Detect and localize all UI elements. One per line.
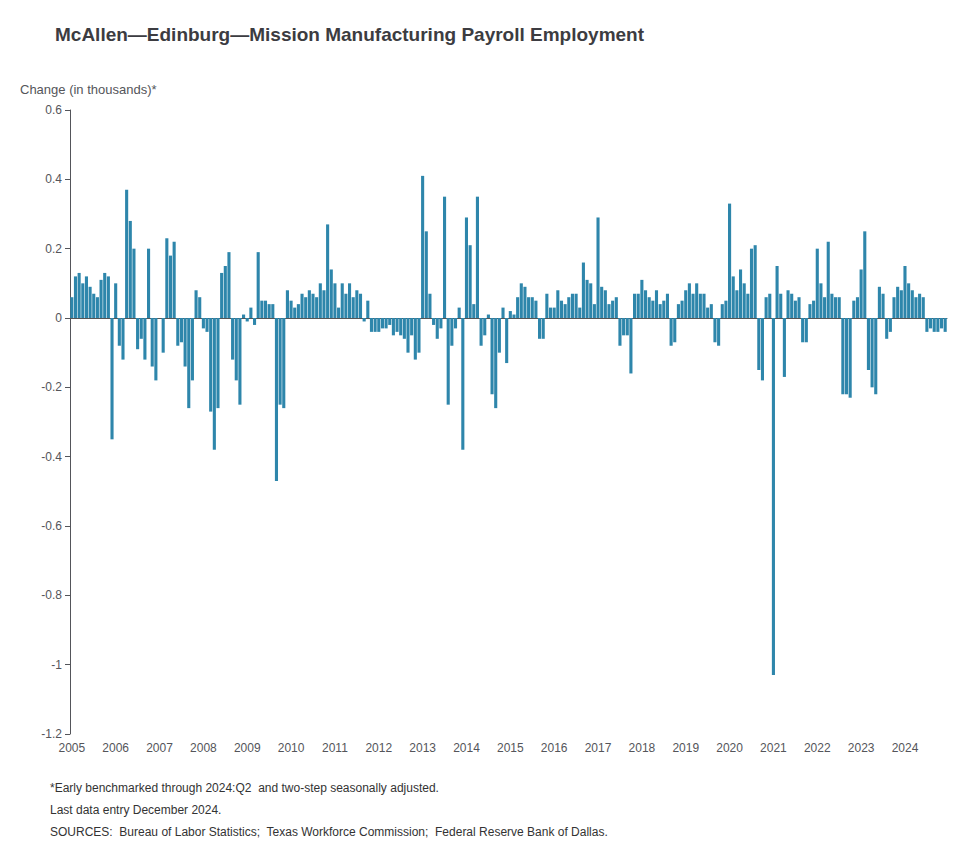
svg-text:Change (in thousands)*: Change (in thousands)* bbox=[20, 82, 157, 97]
svg-text:2022: 2022 bbox=[804, 741, 831, 755]
svg-text:-0.2: -0.2 bbox=[41, 380, 62, 394]
svg-text:2011: 2011 bbox=[322, 741, 348, 755]
svg-text:2015: 2015 bbox=[497, 741, 524, 755]
svg-text:-0.6: -0.6 bbox=[41, 519, 62, 533]
svg-text:-1: -1 bbox=[51, 658, 62, 672]
svg-text:McAllen—Edinburg—Mission Manuf: McAllen—Edinburg—Mission Manufacturing P… bbox=[55, 24, 645, 45]
svg-text:0.2: 0.2 bbox=[45, 242, 62, 256]
svg-text:2020: 2020 bbox=[716, 741, 743, 755]
svg-text:-1.2: -1.2 bbox=[41, 727, 62, 741]
svg-text:-0.8: -0.8 bbox=[41, 588, 62, 602]
svg-text:0.6: 0.6 bbox=[45, 103, 62, 117]
svg-text:2018: 2018 bbox=[629, 741, 656, 755]
svg-text:0: 0 bbox=[55, 311, 62, 325]
svg-text:2016: 2016 bbox=[541, 741, 568, 755]
svg-text:2017: 2017 bbox=[585, 741, 612, 755]
svg-text:2012: 2012 bbox=[365, 741, 392, 755]
svg-text:2013: 2013 bbox=[409, 741, 436, 755]
svg-text:2024: 2024 bbox=[892, 741, 919, 755]
svg-text:0.4: 0.4 bbox=[45, 172, 62, 186]
svg-text:Last data entry December 2024.: Last data entry December 2024. bbox=[50, 803, 221, 817]
svg-text:2005: 2005 bbox=[58, 741, 85, 755]
svg-text:2023: 2023 bbox=[848, 741, 875, 755]
svg-text:2006: 2006 bbox=[102, 741, 129, 755]
svg-text:2010: 2010 bbox=[278, 741, 305, 755]
svg-text:2007: 2007 bbox=[146, 741, 173, 755]
svg-text:SOURCES: Bureau of Labor Stat: SOURCES: Bureau of Labor Statistics; Tex… bbox=[50, 825, 608, 839]
svg-text:2014: 2014 bbox=[453, 741, 480, 755]
svg-text:2009: 2009 bbox=[234, 741, 261, 755]
svg-text:*Early benchmarked through 202: *Early benchmarked through 2024:Q2 and t… bbox=[50, 781, 439, 795]
svg-text:2008: 2008 bbox=[190, 741, 217, 755]
svg-text:2019: 2019 bbox=[672, 741, 699, 755]
svg-text:2021: 2021 bbox=[760, 741, 787, 755]
svg-text:-0.4: -0.4 bbox=[41, 450, 62, 464]
